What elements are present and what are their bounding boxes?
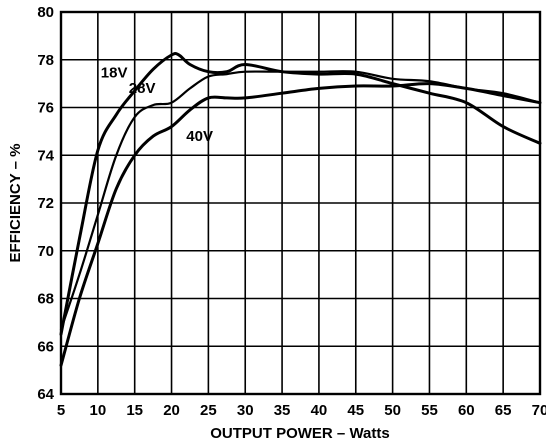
y-axis-title: EFFICIENCY – % [7,144,24,263]
x-tick-label: 65 [495,402,512,419]
series-label-28v: 28V [129,80,156,97]
x-tick-label: 40 [311,402,328,419]
x-tick-label: 15 [126,402,143,419]
x-tick-label: 35 [274,402,291,419]
y-tick-label: 80 [37,4,54,21]
series-line-18v [59,52,542,336]
x-tick-label: 60 [458,402,475,419]
y-tick-label: 68 [37,291,54,308]
series-line-28v [59,70,542,331]
y-tick-label: 66 [37,338,54,355]
y-tick-label: 76 [37,100,54,117]
x-tick-label: 55 [421,402,438,419]
x-tick-label: 5 [57,402,65,419]
x-tick-label: 50 [384,402,401,419]
y-tick-label: 72 [37,195,54,212]
x-tick-label: 70 [532,402,546,419]
y-tick-labels: 64 66 68 70 72 74 76 78 80 [37,4,54,403]
x-tick-labels: 5 10 15 20 25 30 35 40 45 50 55 60 65 70 [57,402,546,419]
x-tick-label: 45 [347,402,364,419]
series-label-40v: 40V [186,128,213,145]
y-tick-label: 74 [37,147,54,164]
y-tick-label: 78 [37,52,54,69]
y-tick-label: 64 [37,386,54,403]
grid-lines [61,12,540,394]
x-tick-label: 10 [90,402,107,419]
x-tick-label: 30 [237,402,254,419]
series-line-40v [59,82,542,367]
x-tick-label: 20 [163,402,180,419]
series-lines [59,52,542,367]
series-label-18v: 18V [101,65,128,82]
x-tick-label: 25 [200,402,217,419]
plot-frame [59,10,542,396]
y-tick-label: 70 [37,243,54,260]
x-axis-title: OUTPUT POWER – Watts [210,425,389,442]
